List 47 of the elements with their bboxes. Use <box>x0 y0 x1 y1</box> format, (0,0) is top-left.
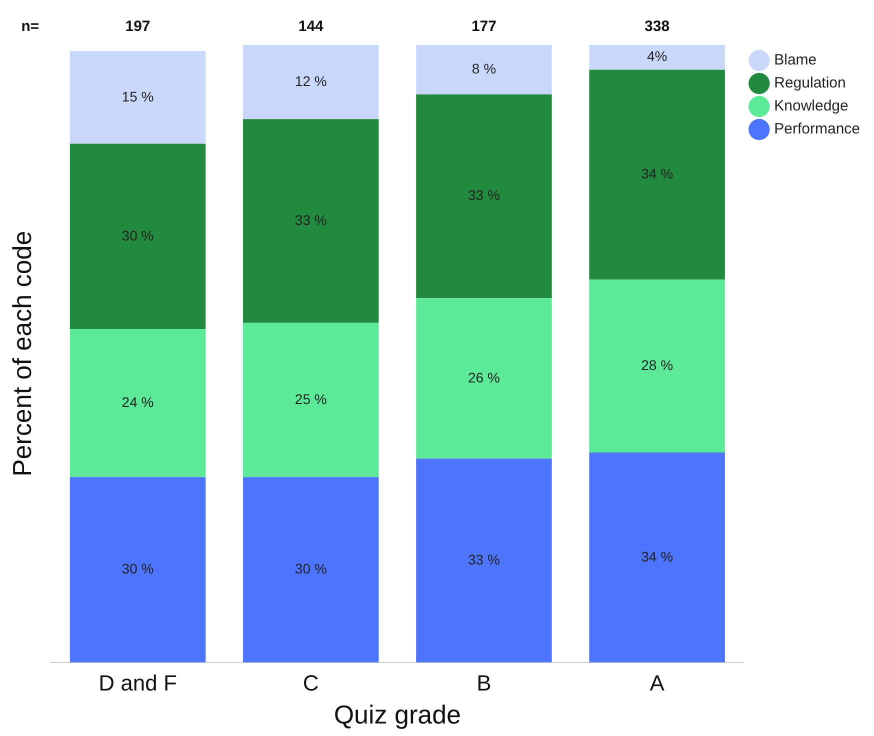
data-label: 33 % <box>468 551 500 568</box>
data-label: 30 % <box>122 560 154 577</box>
text: 144 <box>298 18 324 36</box>
data-label: 33 % <box>294 212 327 228</box>
bar <box>589 45 725 70</box>
text: 338 <box>644 18 670 36</box>
data-label: 24 % <box>122 394 154 410</box>
bar <box>416 298 552 459</box>
bar <box>243 45 379 120</box>
bar <box>70 144 206 330</box>
bar <box>70 51 206 144</box>
data-label: 12 % <box>294 72 327 89</box>
x-tick-label: D and F <box>98 670 177 696</box>
data-label: 30 % <box>294 560 327 577</box>
bar <box>416 45 552 94</box>
x-tick-label: B <box>476 670 492 696</box>
bar <box>416 458 552 662</box>
bar <box>243 477 379 662</box>
bar <box>416 94 552 298</box>
x-tick-label: C <box>302 670 319 696</box>
data-label: 28 % <box>641 356 674 373</box>
data-label: 30 % <box>122 227 154 244</box>
text: 197 <box>125 18 150 36</box>
y-axis-title: Percent of each code <box>6 230 37 477</box>
bar <box>589 452 725 662</box>
bar <box>589 280 725 452</box>
data-label: 26 % <box>468 369 500 386</box>
data-label: 34 % <box>641 166 674 182</box>
data-label: 15 % <box>122 88 154 104</box>
data-label: 8 % <box>472 60 496 77</box>
data-label: 4% <box>646 48 668 64</box>
bar <box>70 329 206 478</box>
bar <box>243 322 379 478</box>
bar <box>70 477 206 662</box>
data-label: 34 % <box>641 548 674 564</box>
data-label: 33 % <box>468 187 500 204</box>
bar <box>243 119 379 323</box>
legend-label: Performance <box>774 120 860 138</box>
legend-label: Regulation <box>774 74 846 92</box>
data-label: 25 % <box>294 390 327 407</box>
x-axis-title: Quiz grade <box>334 700 462 730</box>
legend-label: Blame <box>774 52 817 69</box>
x-tick-label: A <box>650 670 665 696</box>
bar <box>589 70 725 280</box>
legend-label: Knowledge <box>774 98 848 115</box>
text: n= <box>21 18 40 36</box>
text: 177 <box>471 18 496 36</box>
